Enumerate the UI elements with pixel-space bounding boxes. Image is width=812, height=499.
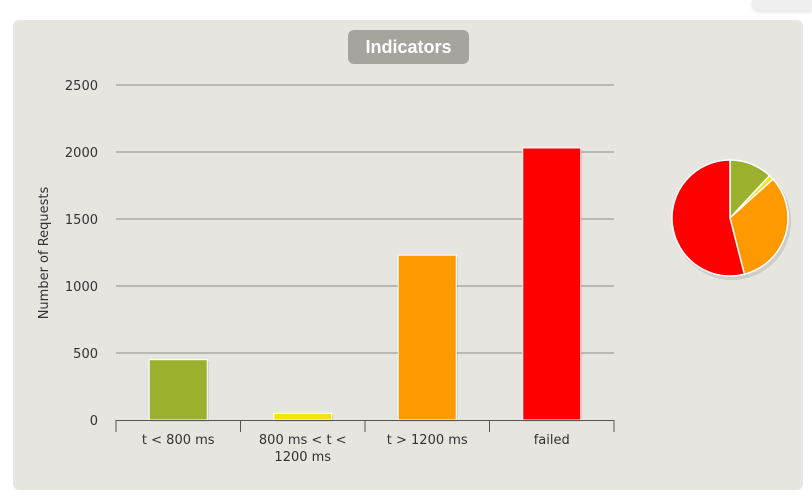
y-tick-label: 1500 bbox=[65, 213, 98, 228]
bar bbox=[397, 254, 457, 421]
bar bbox=[522, 147, 582, 421]
y-tick-label: 2500 bbox=[65, 79, 98, 94]
bars bbox=[148, 147, 583, 422]
y-axis-label: Number of Requests bbox=[37, 186, 52, 319]
pie-slice bbox=[671, 159, 746, 277]
chart-title: Indicators bbox=[348, 30, 469, 64]
x-tick-label: failed bbox=[534, 433, 570, 448]
x-tick-label: t < 800 ms bbox=[142, 433, 215, 448]
pie-slice bbox=[729, 178, 789, 276]
y-tick-label: 2000 bbox=[65, 146, 98, 161]
x-tick-labels: t < 800 ms 800 ms < t <1200 ms t > 1200 ms… bbox=[142, 433, 570, 465]
y-tick-label: 500 bbox=[73, 347, 98, 362]
x-axis bbox=[115, 420, 615, 432]
x-tick-label: 800 ms < t <1200 ms bbox=[259, 433, 347, 465]
pie-chart bbox=[671, 159, 791, 280]
window-shadow bbox=[752, 0, 812, 10]
bar bbox=[273, 412, 333, 421]
x-tick-label: t > 1200 ms bbox=[387, 433, 468, 448]
bar bbox=[148, 359, 208, 421]
y-tick-labels: 0 500 1000 1500 2000 2500 bbox=[65, 79, 98, 429]
y-tick-label: 0 bbox=[90, 414, 98, 429]
y-tick-label: 1000 bbox=[65, 280, 98, 295]
